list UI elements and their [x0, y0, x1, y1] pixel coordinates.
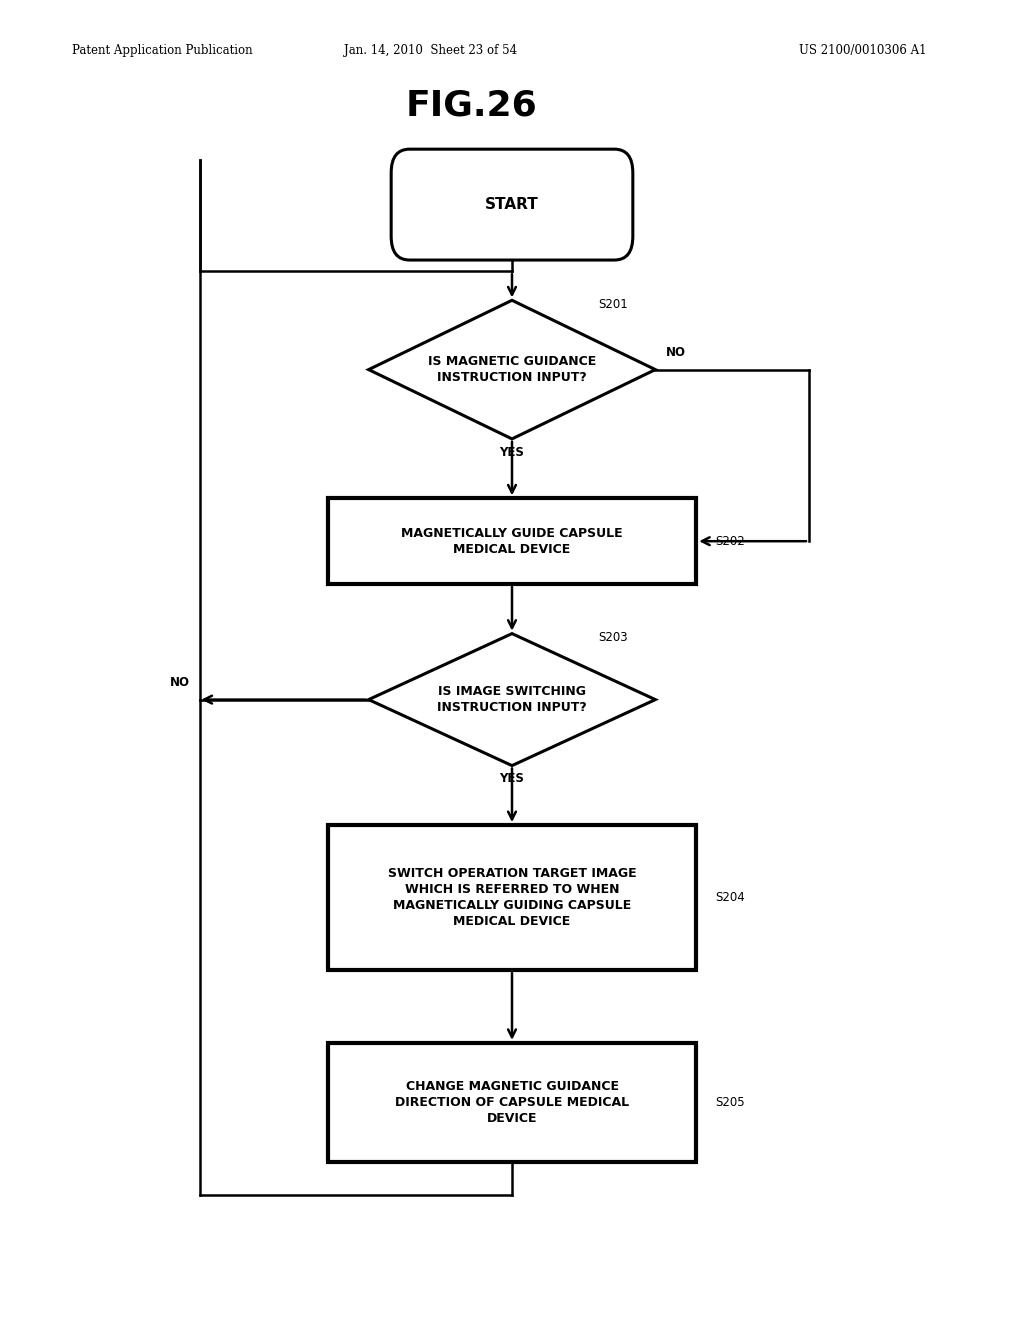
Text: SWITCH OPERATION TARGET IMAGE
WHICH IS REFERRED TO WHEN
MAGNETICALLY GUIDING CAP: SWITCH OPERATION TARGET IMAGE WHICH IS R…: [388, 867, 636, 928]
Polygon shape: [369, 301, 655, 438]
Text: MAGNETICALLY GUIDE CAPSULE
MEDICAL DEVICE: MAGNETICALLY GUIDE CAPSULE MEDICAL DEVIC…: [401, 527, 623, 556]
Text: IS MAGNETIC GUIDANCE
INSTRUCTION INPUT?: IS MAGNETIC GUIDANCE INSTRUCTION INPUT?: [428, 355, 596, 384]
Polygon shape: [369, 634, 655, 766]
Text: Patent Application Publication: Patent Application Publication: [72, 44, 252, 57]
Text: S201: S201: [598, 298, 628, 310]
Text: S204: S204: [715, 891, 744, 904]
FancyBboxPatch shape: [391, 149, 633, 260]
Text: S202: S202: [715, 535, 744, 548]
Text: NO: NO: [666, 346, 686, 359]
Text: IS IMAGE SWITCHING
INSTRUCTION INPUT?: IS IMAGE SWITCHING INSTRUCTION INPUT?: [437, 685, 587, 714]
Text: S205: S205: [715, 1096, 744, 1109]
Text: YES: YES: [500, 446, 524, 458]
Bar: [328, 825, 696, 970]
Text: CHANGE MAGNETIC GUIDANCE
DIRECTION OF CAPSULE MEDICAL
DEVICE: CHANGE MAGNETIC GUIDANCE DIRECTION OF CA…: [395, 1080, 629, 1125]
Text: S203: S203: [598, 631, 628, 644]
Text: Jan. 14, 2010  Sheet 23 of 54: Jan. 14, 2010 Sheet 23 of 54: [343, 44, 517, 57]
Text: FIG.26: FIG.26: [406, 88, 537, 123]
Text: US 2100/0010306 A1: US 2100/0010306 A1: [799, 44, 927, 57]
Text: NO: NO: [169, 676, 189, 689]
Bar: [328, 498, 696, 583]
Text: YES: YES: [500, 772, 524, 785]
Bar: [328, 1043, 696, 1162]
Text: START: START: [485, 197, 539, 213]
